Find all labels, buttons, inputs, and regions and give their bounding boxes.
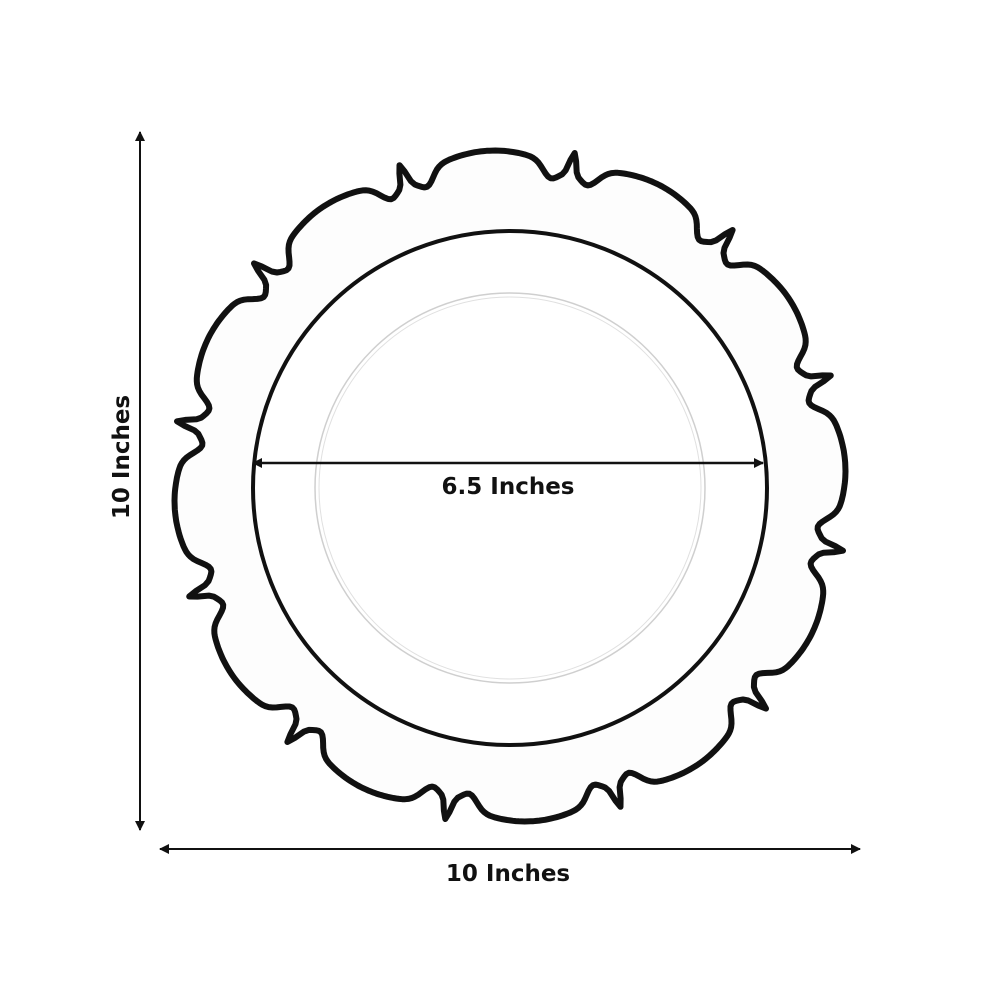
width-label: 10 Inches	[445, 861, 571, 887]
plate-inner-well-rim	[251, 229, 769, 747]
plate-inner-ring-2	[318, 296, 702, 680]
plate-inner-ring	[314, 292, 706, 684]
height-label: 10 Inches	[109, 394, 135, 520]
inner-diameter-label: 6.5 Inches	[441, 474, 575, 500]
